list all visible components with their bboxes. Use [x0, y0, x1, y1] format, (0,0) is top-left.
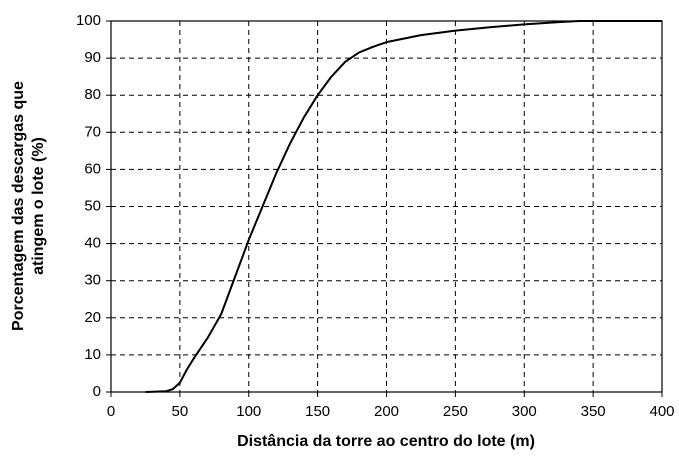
x-tick-label: 400	[649, 403, 674, 420]
x-tick-label: 100	[236, 403, 261, 420]
x-axis-label: Distância da torre ao centro do lote (m)	[237, 433, 535, 450]
y-axis-label: atingem o lote (%)	[30, 137, 47, 275]
y-tick-label: 20	[84, 309, 101, 326]
x-tick-label: 0	[107, 403, 115, 420]
y-tick-label: 80	[84, 86, 101, 103]
x-tick-label: 250	[443, 403, 468, 420]
x-tick-label: 50	[172, 403, 189, 420]
y-tick-label: 40	[84, 235, 101, 252]
data-line	[145, 20, 662, 393]
y-tick-label: 10	[84, 346, 101, 363]
y-axis-label: Porcentagem das descargas que	[10, 81, 27, 331]
plot-frame	[110, 20, 663, 393]
x-tick-label: 200	[374, 403, 399, 420]
y-tick-label: 90	[84, 49, 101, 66]
x-tick-label: 150	[305, 403, 330, 420]
y-tick-label: 30	[84, 272, 101, 289]
x-tick-label: 300	[512, 403, 537, 420]
y-tick-label: 50	[84, 197, 101, 214]
x-tick-label: 350	[581, 403, 606, 420]
y-tick-label: 70	[84, 123, 101, 140]
y-tick-label: 0	[93, 383, 101, 400]
y-tick-label: 100	[76, 12, 101, 29]
y-tick-label: 60	[84, 160, 101, 177]
